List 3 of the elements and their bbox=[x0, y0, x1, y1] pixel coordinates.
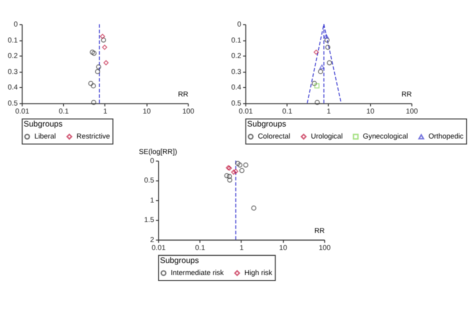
legend-title: Subgroups bbox=[24, 120, 63, 129]
legend-title: Subgroups bbox=[247, 120, 286, 129]
legend-title: Subgroups bbox=[160, 256, 199, 266]
